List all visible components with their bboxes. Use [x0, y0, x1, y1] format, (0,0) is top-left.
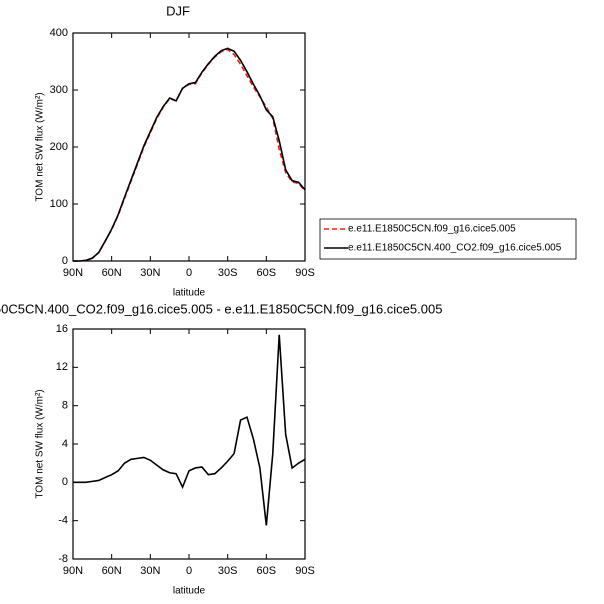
x-tick-label: 60S — [257, 565, 277, 577]
y-tick-label: -4 — [58, 515, 68, 527]
plot-frame — [72, 328, 306, 560]
x-tick-label: 30N — [140, 565, 160, 577]
x-tick-label: 60N — [102, 267, 122, 279]
y-tick-label: 8 — [62, 400, 68, 412]
y-tick-label: 400 — [50, 27, 68, 39]
y-tick-label: 16 — [56, 323, 68, 335]
y-tick-label: 12 — [56, 361, 68, 373]
x-tick-label: 30S — [218, 267, 238, 279]
data-line — [73, 48, 306, 262]
y-tick-label: 200 — [50, 141, 68, 153]
x-tick-label: 90N — [63, 267, 83, 279]
x-tick-label: 0 — [186, 565, 192, 577]
x-axis-label: latitude — [173, 288, 206, 299]
x-tick-label: 30S — [218, 565, 238, 577]
y-tick-label: 4 — [62, 438, 68, 450]
legend-label: e.e11.E1850C5CN.400_CO2.f09_g16.cice5.00… — [348, 243, 562, 254]
x-tick-label: 60S — [257, 267, 277, 279]
x-tick-label: 90N — [63, 565, 83, 577]
legend-label: e.e11.E1850C5CN.f09_g16.cice5.005 — [348, 224, 516, 235]
data-line — [73, 47, 306, 262]
y-tick-label: 300 — [50, 84, 68, 96]
data-line — [73, 334, 306, 526]
x-tick-label: 0 — [186, 267, 192, 279]
y-tick-label: 0 — [62, 255, 68, 267]
y-axis-label: TOM net SW flux (W/m²) — [35, 389, 46, 498]
x-tick-label: 60N — [102, 565, 122, 577]
y-tick-label: 100 — [50, 198, 68, 210]
legend-box — [319, 218, 577, 260]
y-tick-label: -8 — [58, 553, 68, 565]
x-tick-label: 30N — [140, 267, 160, 279]
plot-frame — [72, 32, 306, 262]
x-tick-label: 90S — [295, 267, 315, 279]
chart-title: e.e11.E1850C5CN.400_CO2.f09_g16.cice5.00… — [0, 301, 442, 316]
y-axis-label: TOM net SW flux (W/m²) — [35, 92, 46, 201]
x-axis-label: latitude — [173, 586, 206, 597]
y-tick-label: 0 — [62, 476, 68, 488]
x-tick-label: 90S — [295, 565, 315, 577]
chart-title: DJF — [166, 3, 190, 18]
